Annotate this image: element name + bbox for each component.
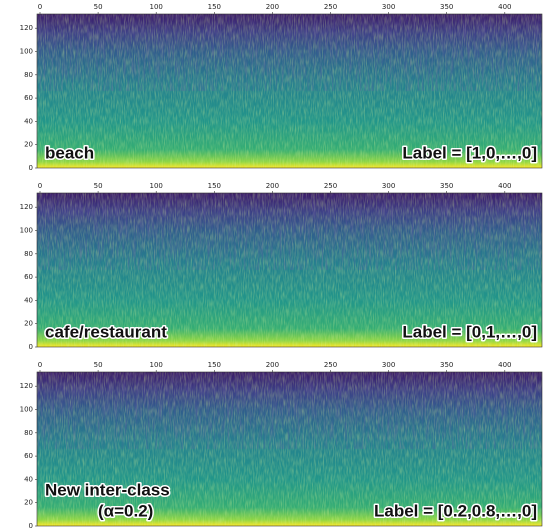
spectrogram-frame — [36, 13, 543, 169]
x-tick-label: 150 — [208, 182, 221, 190]
spectrogram-texture — [37, 193, 542, 270]
y-tick-label: 100 — [20, 227, 33, 235]
y-tick-label: 60 — [24, 452, 33, 460]
class-label: Label = [1,0,…,0] — [402, 143, 537, 162]
x-tick-label: 150 — [208, 3, 221, 11]
x-tick-label: 50 — [94, 361, 103, 369]
x-tick-label: 100 — [150, 361, 163, 369]
y-tick-label: 20 — [24, 141, 33, 149]
x-tick-label: 300 — [382, 361, 395, 369]
x-tick-label: 400 — [498, 182, 511, 190]
y-tick-label: 120 — [20, 382, 33, 390]
x-tick-label: 300 — [382, 182, 395, 190]
y-tick-label: 40 — [24, 475, 33, 483]
x-tick-label: 0 — [38, 361, 42, 369]
spectrogram-texture — [37, 372, 542, 449]
x-tick-label: 0 — [38, 3, 42, 11]
x-tick-label: 100 — [150, 3, 163, 11]
x-tick-label: 400 — [498, 3, 511, 11]
x-tick-label: 250 — [324, 182, 337, 190]
scene-name: (α=0.2) — [98, 501, 153, 520]
x-tick-label: 50 — [94, 182, 103, 190]
x-tick-label: 200 — [266, 3, 279, 11]
spectrogram-frame — [36, 192, 543, 348]
x-tick-label: 350 — [440, 361, 453, 369]
x-tick-label: 400 — [498, 361, 511, 369]
y-tick-label: 0 — [29, 522, 33, 528]
x-tick-label: 250 — [324, 361, 337, 369]
y-tick-label: 40 — [24, 296, 33, 304]
spectrogram-frame — [36, 371, 543, 527]
y-tick-label: 80 — [24, 429, 33, 437]
y-tick-label: 0 — [29, 164, 33, 172]
y-tick-label: 0 — [29, 343, 33, 351]
y-tick-label: 60 — [24, 273, 33, 281]
spectrogram-texture — [37, 14, 542, 91]
x-tick-label: 200 — [266, 182, 279, 190]
x-tick-label: 150 — [208, 361, 221, 369]
y-tick-label: 120 — [20, 203, 33, 211]
y-tick-label: 20 — [24, 320, 33, 328]
class-label: Label = [0,1,…,0] — [402, 322, 537, 341]
y-tick-label: 100 — [20, 406, 33, 414]
class-label: Label = [0.2,0.8,…,0] — [374, 501, 537, 520]
y-tick-label: 80 — [24, 250, 33, 258]
x-tick-label: 100 — [150, 182, 163, 190]
x-tick-label: 300 — [382, 3, 395, 11]
y-tick-label: 100 — [20, 48, 33, 56]
x-tick-label: 50 — [94, 3, 103, 11]
x-tick-label: 350 — [440, 182, 453, 190]
x-tick-label: 350 — [440, 3, 453, 11]
x-tick-label: 250 — [324, 3, 337, 11]
y-tick-label: 80 — [24, 71, 33, 79]
y-tick-label: 40 — [24, 117, 33, 125]
scene-name: cafe/restaurant — [45, 322, 167, 341]
y-tick-label: 60 — [24, 94, 33, 102]
scene-name: beach — [45, 143, 94, 162]
x-tick-label: 0 — [38, 182, 42, 190]
scene-name: New inter-class — [45, 480, 170, 499]
x-tick-label: 200 — [266, 361, 279, 369]
y-tick-label: 120 — [20, 24, 33, 32]
y-tick-label: 20 — [24, 499, 33, 507]
